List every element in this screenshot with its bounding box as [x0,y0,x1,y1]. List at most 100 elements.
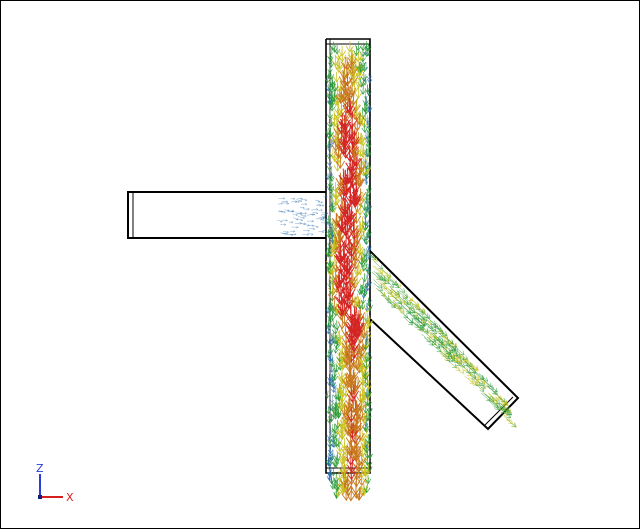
velocity-vector [422,316,432,325]
left-branch-outline [127,191,326,239]
velocity-vector [313,225,319,228]
velocity-vector [337,216,348,232]
velocity-vector [339,253,351,271]
velocity-vector [362,96,369,106]
velocity-vector [360,280,367,290]
velocity-vector [365,380,373,391]
velocity-vector [330,305,336,314]
velocity-vector [363,443,370,454]
velocity-vector [352,273,362,286]
velocity-vector [377,280,388,290]
velocity-vector [358,389,367,402]
velocity-vector [345,304,357,321]
velocity-vector [330,190,334,200]
velocity-vector [358,255,365,266]
velocity-vector [299,206,305,209]
velocity-vector [331,268,341,282]
velocity-vector [484,381,495,390]
velocity-vector [334,452,341,462]
velocity-vector [344,165,356,183]
velocity-vector [347,445,358,460]
velocity-vector [430,340,441,349]
velocity-vector [365,249,375,259]
velocity-vector [328,439,333,449]
velocity-vector [330,202,337,214]
velocity-vector [360,85,367,95]
velocity-vector [404,292,414,302]
velocity-vector [366,315,374,327]
velocity-vector [282,219,288,222]
velocity-vector [346,205,357,222]
velocity-vector [366,117,370,126]
velocity-vector [404,300,414,309]
velocity-vector [497,397,508,406]
velocity-vector [449,344,459,353]
velocity-vector [487,385,497,395]
velocity-vector [361,123,368,134]
velocity-vector [308,227,315,230]
velocity-vector [340,109,351,124]
velocity-vector [354,51,363,63]
velocity-vector [341,337,351,351]
velocity-vector [441,346,451,355]
velocity-vector [439,352,449,361]
velocity-vector [290,197,295,200]
velocity-vector [395,294,406,304]
velocity-vector [353,310,364,325]
velocity-vector [281,200,288,203]
velocity-vector [364,389,369,398]
velocity-vector [294,200,300,204]
velocity-vector [345,394,355,409]
velocity-vector [297,211,303,215]
velocity-vector [328,171,334,181]
velocity-vector [334,419,341,429]
velocity-vector [474,377,484,387]
velocity-vector [362,403,370,414]
velocity-vector [328,426,333,435]
velocity-vector [322,230,330,233]
velocity-vector [352,105,361,118]
velocity-vector [360,42,367,52]
velocity-vector [329,414,333,423]
velocity-vector [338,372,347,385]
velocity-vector [327,245,332,254]
velocity-vector [327,459,333,467]
velocity-vector [367,121,371,130]
velocity-vector [328,127,333,136]
velocity-vector [327,53,334,63]
velocity-vector [291,200,298,203]
velocity-vector [366,243,372,251]
velocity-vector [284,209,290,212]
velocity-vector [341,373,352,387]
velocity-vector [364,283,368,292]
velocity-vector [442,349,453,358]
velocity-vector [365,184,372,194]
velocity-vector [388,292,398,302]
velocity-vector [367,88,371,97]
velocity-vector [343,83,353,98]
velocity-vector [329,455,334,465]
velocity-vector [415,314,426,324]
geometry-outline [127,38,520,474]
velocity-vector [327,142,331,152]
velocity-vector [335,89,345,103]
velocity-vector [335,391,342,402]
velocity-vector [502,404,512,414]
velocity-vector [414,323,425,332]
velocity-vector [332,187,341,200]
velocity-vector [364,62,368,71]
velocity-vector [330,319,336,329]
velocity-vector [327,148,332,157]
velocity-vector [391,301,402,310]
velocity-vector [327,127,334,138]
velocity-vector [357,227,365,239]
velocity-vector [345,450,357,466]
velocity-vector [364,192,368,201]
velocity-vector [482,392,493,401]
velocity-vector [327,257,334,269]
velocity-vector [352,226,362,240]
velocity-vector [489,401,500,410]
velocity-vector [454,365,465,374]
